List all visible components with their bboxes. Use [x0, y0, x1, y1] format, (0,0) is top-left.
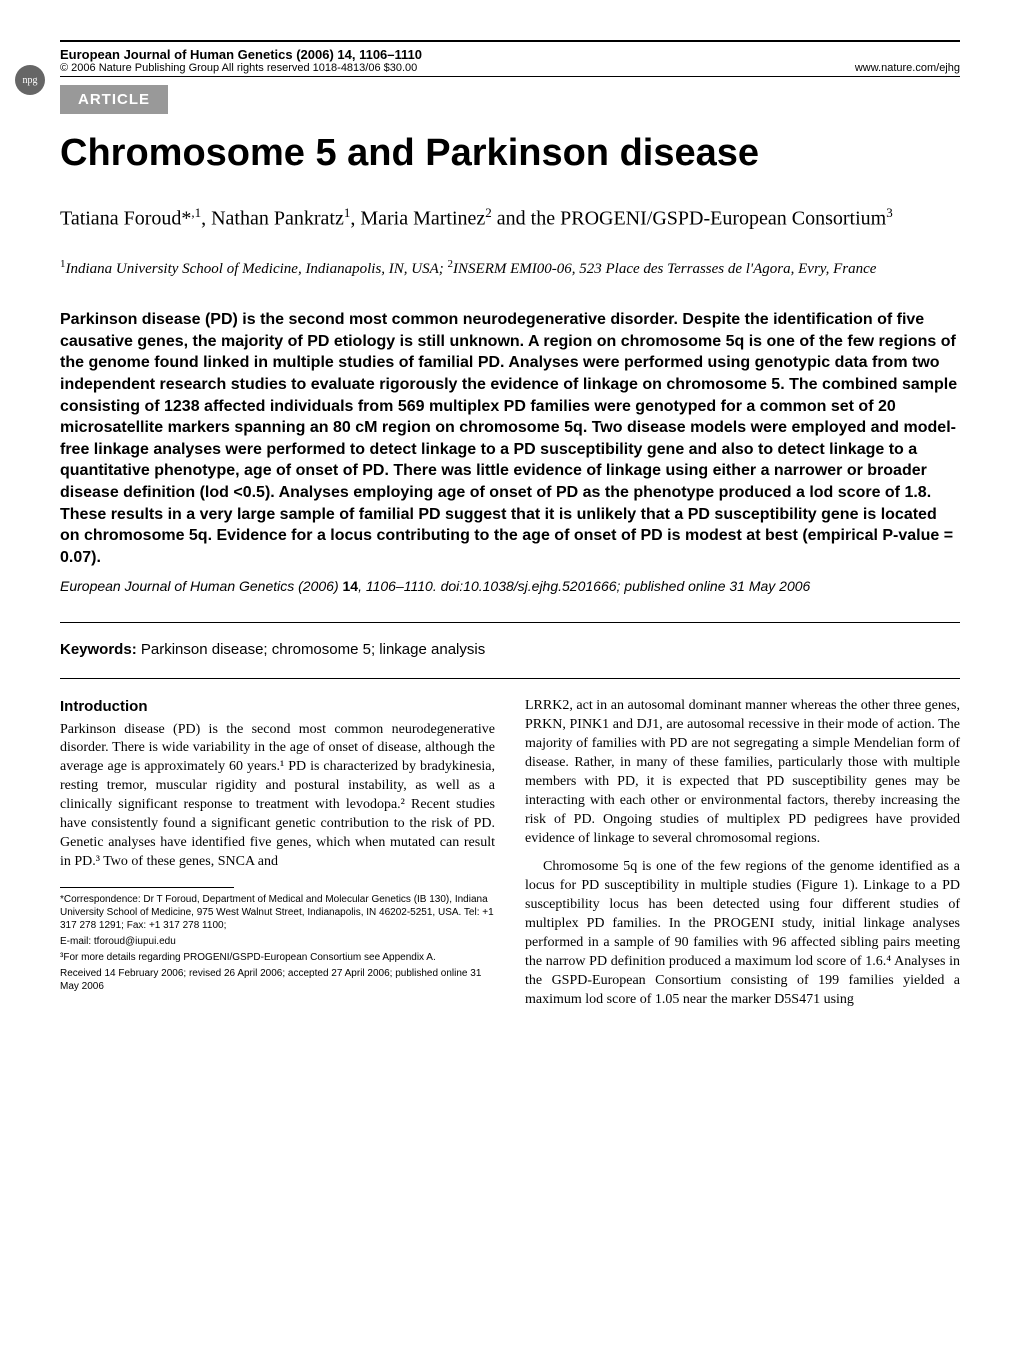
body-columns: Introduction Parkinson disease (PD) is t…: [60, 697, 960, 1009]
footnote-correspondence: *Correspondence: Dr T Foroud, Department…: [60, 893, 495, 932]
intro-paragraph-3: Chromosome 5q is one of the few regions …: [525, 858, 960, 1009]
keywords-rule-bottom: [60, 678, 960, 679]
citation-volume: 14: [343, 578, 359, 594]
intro-paragraph-1: Parkinson disease (PD) is the second mos…: [60, 721, 495, 872]
citation-year: (2006): [294, 578, 342, 594]
citation-line: European Journal of Human Genetics (2006…: [60, 578, 960, 594]
npg-logo: npg: [15, 65, 45, 95]
footnote-rule: [60, 887, 234, 888]
introduction-heading: Introduction: [60, 697, 495, 717]
author-list: Tatiana Foroud*,1, Nathan Pankratz1, Mar…: [60, 205, 960, 232]
article-badge: ARTICLE: [60, 85, 168, 114]
journal-copyright: © 2006 Nature Publishing Group All right…: [60, 62, 422, 74]
footnotes: *Correspondence: Dr T Foroud, Department…: [60, 893, 495, 993]
keywords-text: Parkinson disease; chromosome 5; linkage…: [137, 641, 486, 658]
journal-title-line: European Journal of Human Genetics (2006…: [60, 47, 422, 62]
keywords-label: Keywords:: [60, 641, 137, 658]
affiliations: 1Indiana University School of Medicine, …: [60, 257, 960, 280]
keywords-line: Keywords: Parkinson disease; chromosome …: [60, 641, 960, 658]
header-rule-top: [60, 40, 960, 42]
citation-journal: European Journal of Human Genetics: [60, 578, 294, 594]
footnote-received: Received 14 February 2006; revised 26 Ap…: [60, 967, 495, 993]
intro-paragraph-2: LRRK2, act in an autosomal dominant mann…: [525, 697, 960, 848]
footnote-consortium: ³For more details regarding PROGENI/GSPD…: [60, 951, 495, 964]
article-title: Chromosome 5 and Parkinson disease: [60, 132, 960, 175]
journal-header-left: European Journal of Human Genetics (2006…: [60, 47, 422, 74]
column-left: Introduction Parkinson disease (PD) is t…: [60, 697, 495, 1009]
citation-pages: , 1106–1110. doi:10.1038/sj.ejhg.5201666…: [358, 578, 810, 594]
abstract: Parkinson disease (PD) is the second mos…: [60, 309, 960, 568]
column-right: LRRK2, act in an autosomal dominant mann…: [525, 697, 960, 1009]
footnote-email: E-mail: tforoud@iupui.edu: [60, 935, 495, 948]
keywords-rule-top: [60, 622, 960, 623]
